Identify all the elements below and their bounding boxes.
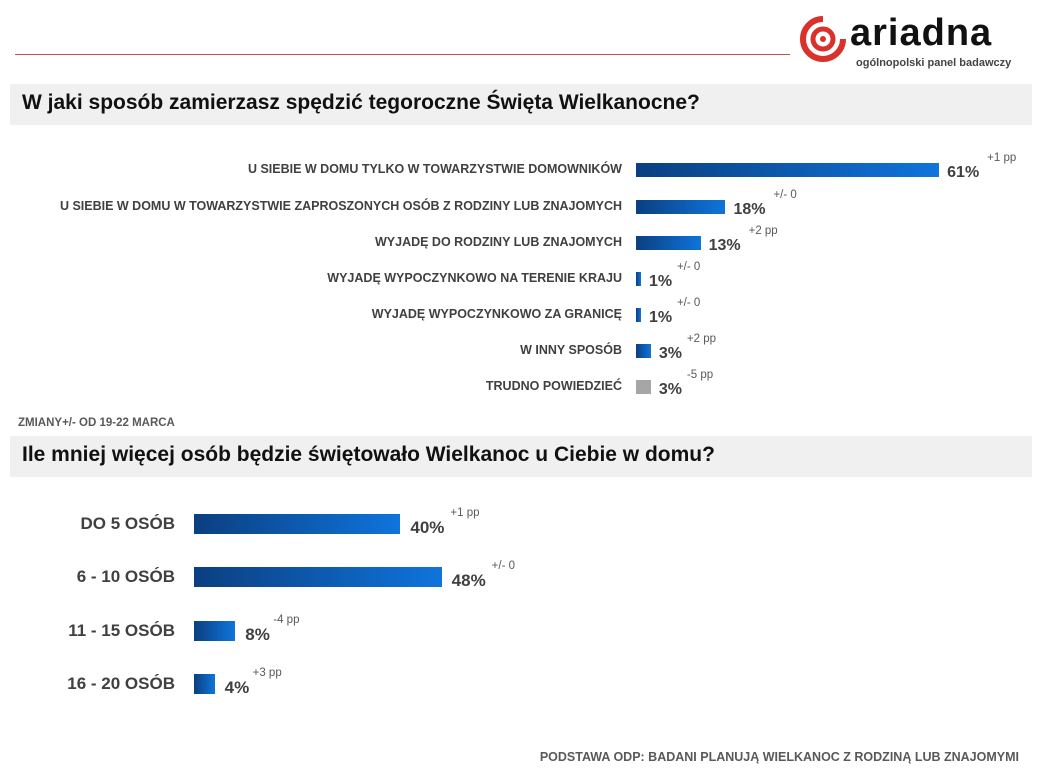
bar: [636, 272, 641, 286]
change-label: +/- 0: [773, 189, 797, 201]
category-label: U SIEBIE W DOMU W TOWARZYSTWIE ZAPROSZON…: [59, 199, 622, 213]
logo-tagline: ogólnopolski panel badawczy: [856, 57, 1012, 69]
value-label: 18%: [733, 201, 766, 218]
category-label: U SIEBIE W DOMU TYLKO W TOWARZYSTWIE DOM…: [247, 162, 622, 176]
logo-wordmark: ariadna: [850, 12, 993, 54]
question-2-band: Ile mniej więcej osób będzie świętowało …: [10, 436, 1032, 477]
category-label: WYJADĘ WYPOCZYNKOWO NA TERENIE KRAJU: [327, 271, 622, 285]
value-label: 8%: [245, 625, 270, 644]
value-label: 4%: [224, 678, 250, 697]
change-label: +/- 0: [676, 261, 701, 273]
category-label: TRUDNO POWIEDZIEĆ: [485, 379, 622, 393]
base-footer: PODSTAWA ODP: BADANI PLANUJĄ WIELKANOC Z…: [539, 750, 1019, 764]
change-label: +/- 0: [676, 297, 701, 309]
bar: [636, 163, 940, 177]
value-label: 3%: [658, 345, 683, 362]
ariadna-logo: ariadna ogólnopolski panel badawczy: [798, 12, 1038, 74]
bar: [636, 236, 701, 250]
change-label: +2 pp: [748, 225, 778, 237]
change-label: -5 pp: [686, 369, 714, 381]
change-label: +1 pp: [450, 507, 480, 519]
bar: [194, 567, 442, 587]
bar: [636, 380, 651, 394]
bar: [636, 308, 641, 322]
question-2-title: Ile mniej więcej osób będzie świętowało …: [22, 443, 715, 466]
question-1-band: W jaki sposób zamierzasz spędzić tegoroc…: [10, 84, 1032, 125]
category-label: WYJADĘ WYPOCZYNKOWO ZA GRANICĘ: [371, 307, 622, 321]
change-label: +3 pp: [252, 667, 282, 679]
category-label: WYJADĘ DO RODZINY LUB ZNAJOMYCH: [374, 235, 622, 249]
value-label: 1%: [648, 309, 673, 326]
change-label: +/- 0: [491, 560, 516, 572]
category-label: 6 - 10 OSÓB: [76, 567, 175, 586]
change-label: -4 pp: [273, 614, 300, 626]
change-label: +1 pp: [987, 152, 1017, 164]
header-rule: [15, 54, 790, 55]
bar: [194, 674, 215, 694]
question-1-title: W jaki sposób zamierzasz spędzić tegoroc…: [22, 91, 700, 114]
value-label: 40%: [410, 518, 445, 537]
change-label: +2 pp: [686, 333, 717, 345]
category-label: 11 - 15 OSÓB: [68, 621, 175, 640]
value-label: 13%: [708, 237, 741, 254]
changes-footnote: ZMIANY+/- OD 19-22 MARCA: [18, 417, 175, 429]
bar: [636, 200, 726, 214]
category-label: W INNY SPOSÓB: [520, 343, 622, 357]
category-label: DO 5 OSÓB: [80, 514, 175, 533]
value-label: 61%: [947, 164, 980, 181]
category-label: 16 - 20 OSÓB: [67, 674, 175, 693]
value-label: 3%: [658, 381, 683, 398]
bar: [636, 344, 651, 358]
bar: [194, 514, 401, 534]
ariadna-logo-icon: [800, 16, 846, 62]
value-label: 1%: [648, 273, 673, 290]
bar: [194, 621, 236, 641]
value-label: 48%: [451, 571, 486, 590]
